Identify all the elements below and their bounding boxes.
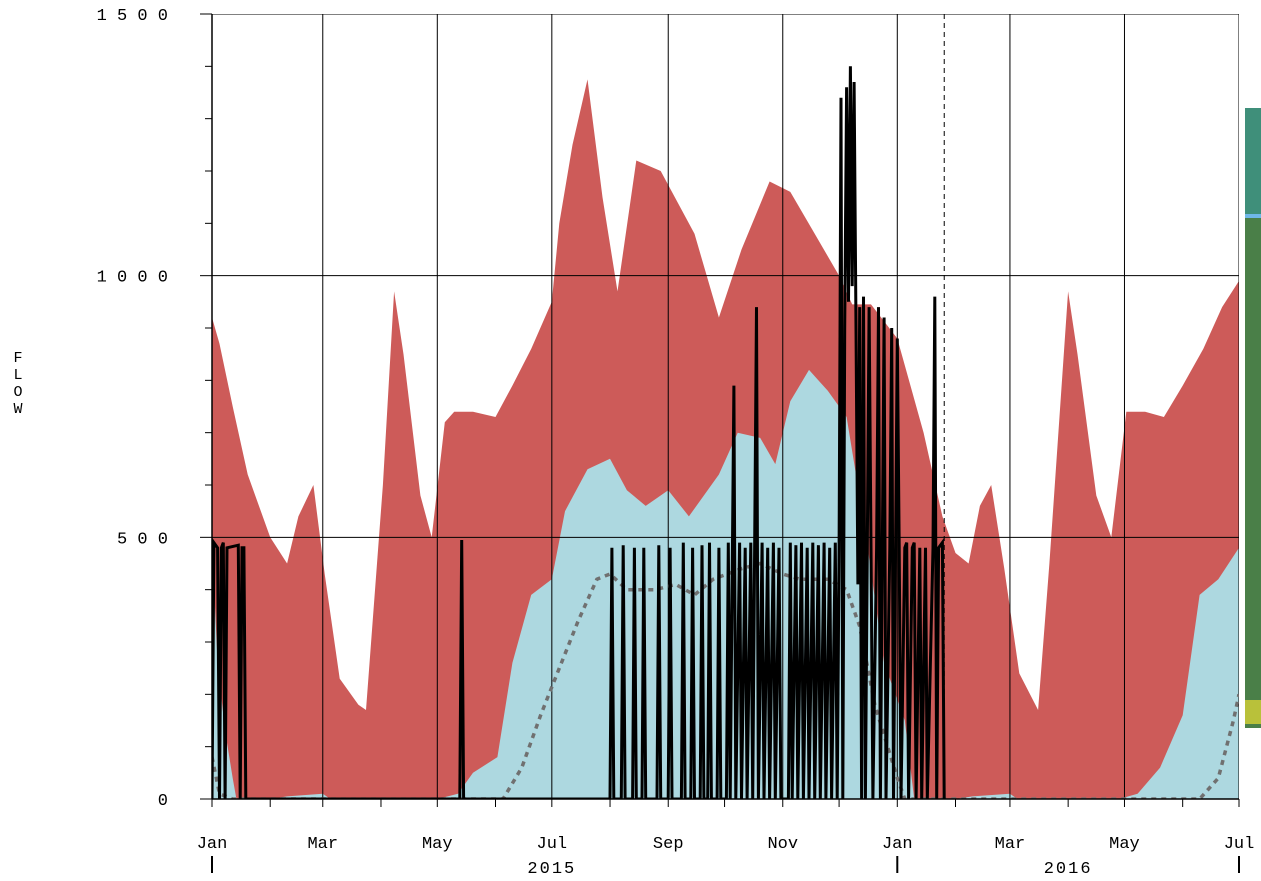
x-tick-label: Jan xyxy=(882,835,913,854)
x-tick-label: Mar xyxy=(307,835,338,854)
y-axis-label: L xyxy=(13,367,22,384)
x-tick-label: Jan xyxy=(197,835,228,854)
series-red-band xyxy=(212,79,1239,799)
line-layer xyxy=(212,66,1239,799)
y-axis-label: F xyxy=(13,350,22,367)
series-median-line xyxy=(212,561,1239,799)
y-tick-label: 1 5 0 0 xyxy=(97,7,168,26)
x-tick-label: May xyxy=(1109,835,1140,854)
y-axis-label: W xyxy=(13,401,22,418)
x-tick-label: Mar xyxy=(995,835,1026,854)
y-tick-label: 5 0 0 xyxy=(117,530,168,549)
overlay-panel xyxy=(1245,108,1261,728)
x-tick-label: May xyxy=(422,835,453,854)
x-tick-label: Jul xyxy=(1224,835,1255,854)
x-tick-label: Sep xyxy=(653,835,684,854)
x-tick-label: Nov xyxy=(767,835,798,854)
axes xyxy=(200,13,1240,873)
y-tick-label: 1 0 0 0 xyxy=(97,269,168,288)
year-label: 2016 xyxy=(1044,860,1093,879)
year-label: 2015 xyxy=(527,860,576,879)
tick-labels: 0 5 0 0 1 0 0 0 1 5 0 0 Jan Mar May Jul Sep Nov Ja… xyxy=(13,7,1254,879)
y-axis-label: O xyxy=(13,384,22,401)
series-blue-band xyxy=(212,369,1239,799)
y-tick-label: 0 xyxy=(158,792,168,811)
x-tick-label: Jul xyxy=(537,835,568,854)
series-observed-line xyxy=(212,66,946,799)
